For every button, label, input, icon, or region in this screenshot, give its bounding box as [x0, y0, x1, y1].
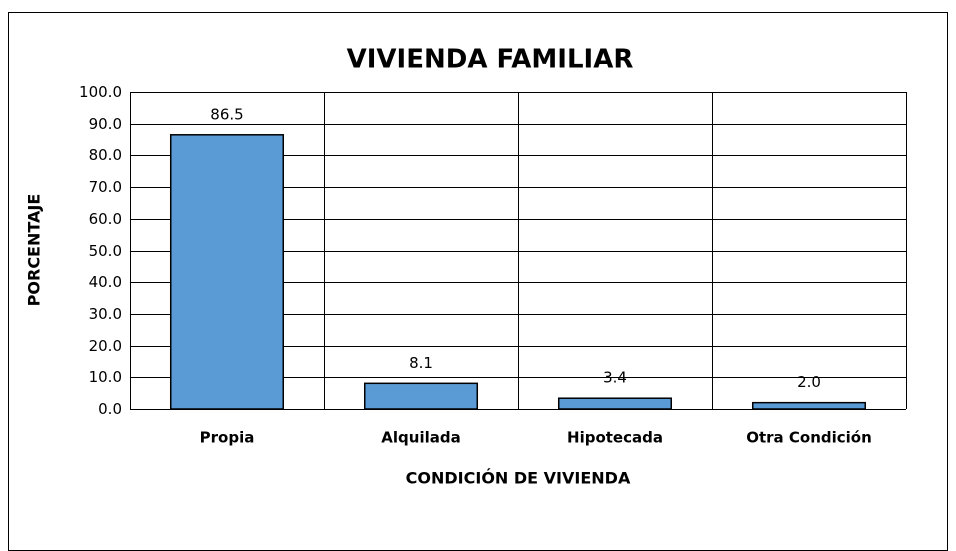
x-tick-label: Otra Condición [746, 429, 872, 447]
y-tick-label: 90.0 [89, 115, 122, 133]
data-label: 2.0 [797, 373, 821, 391]
x-tick-label: Propia [200, 429, 255, 447]
y-tick-label: 10.0 [89, 368, 122, 386]
y-tick-label: 50.0 [89, 242, 122, 260]
y-tick-label: 70.0 [89, 178, 122, 196]
x-tick-label: Hipotecada [567, 429, 663, 447]
data-label: 3.4 [603, 369, 627, 387]
y-axis-title: PORCENTAJE [25, 194, 44, 307]
y-tick-label: 60.0 [89, 210, 122, 228]
y-tick-label: 80.0 [89, 146, 122, 164]
y-tick-label: 20.0 [89, 337, 122, 355]
bar [557, 397, 673, 410]
y-tick-label: 30.0 [89, 305, 122, 323]
x-axis-title: CONDICIÓN DE VIVIENDA [406, 469, 631, 488]
data-label: 86.5 [210, 105, 243, 123]
y-tick-label: 100.0 [79, 83, 122, 101]
chart-frame [8, 12, 948, 551]
chart-title: VIVIENDA FAMILIAR [347, 45, 634, 75]
y-tick-label: 40.0 [89, 273, 122, 291]
x-tick-label: Alquilada [381, 429, 460, 447]
bar [363, 382, 479, 410]
data-label: 8.1 [409, 354, 433, 372]
bar [751, 401, 867, 410]
bar [169, 134, 285, 410]
y-tick-label: 0.0 [98, 400, 122, 418]
